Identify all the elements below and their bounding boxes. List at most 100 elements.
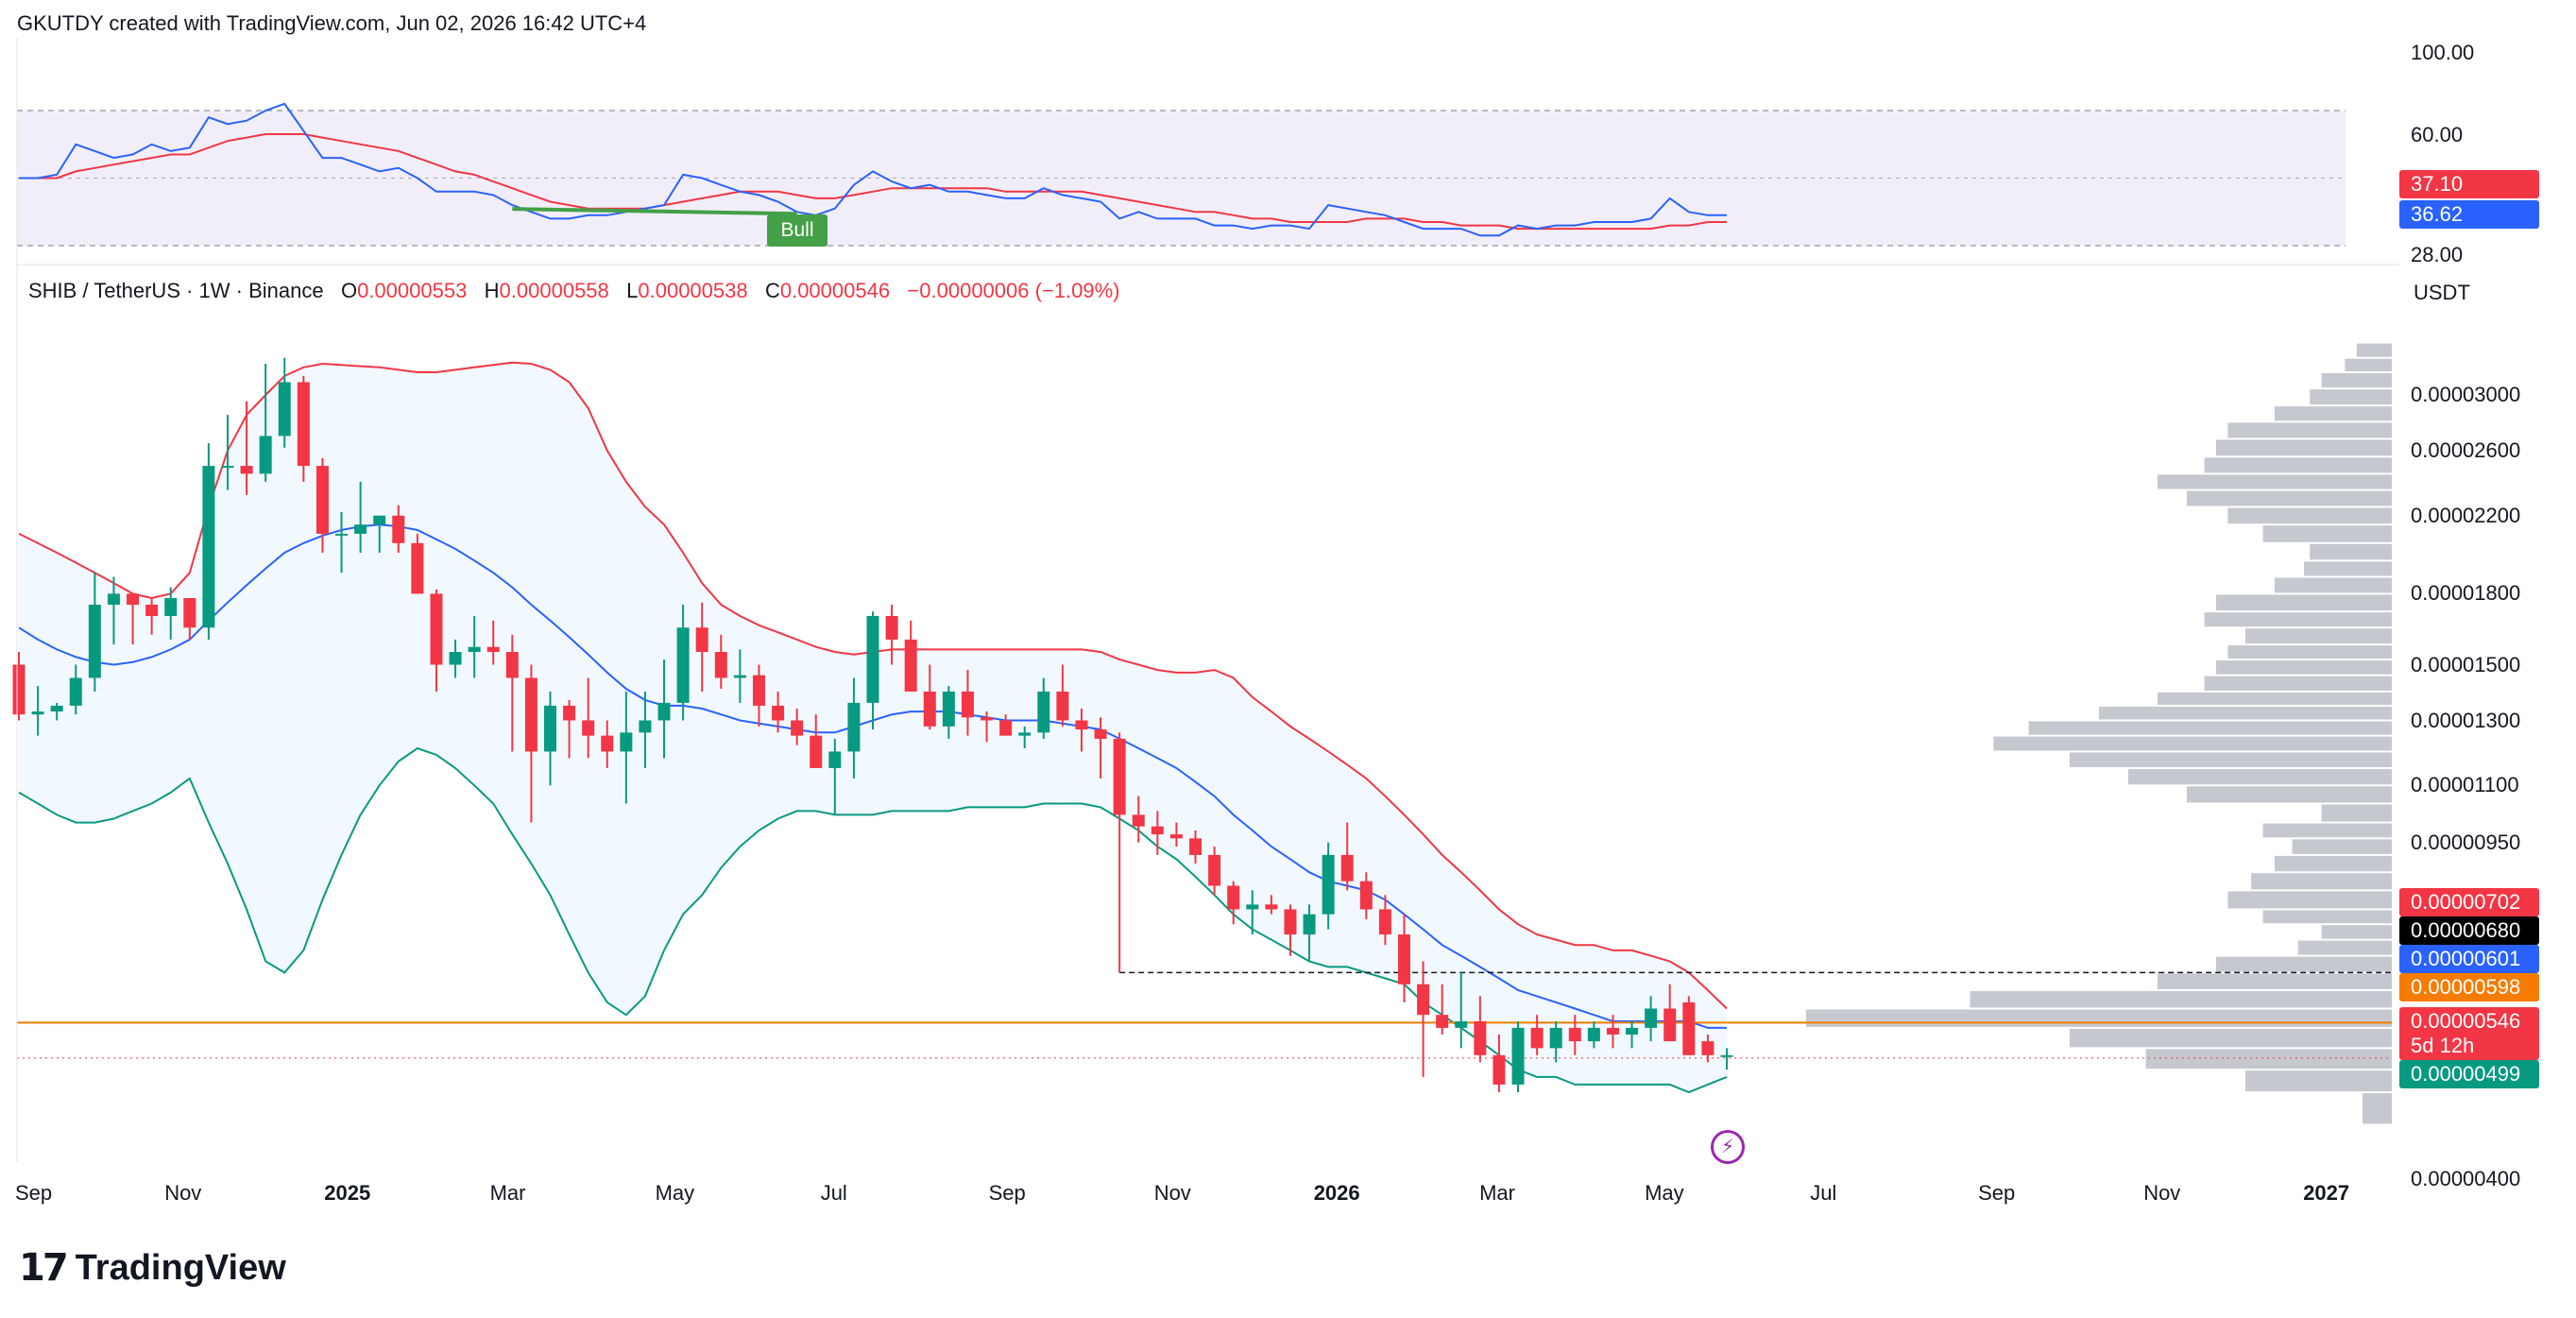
volume-profile-bar — [2275, 577, 2392, 593]
prior-level-tag: 0.00000680 — [2399, 916, 2539, 945]
volume-profile-bar — [2158, 692, 2392, 705]
symbol-legend[interactable]: SHIB / TetherUS · 1W · Binance O0.000005… — [28, 279, 1120, 303]
volume-profile-bar — [2310, 543, 2392, 560]
time-tick: Mar — [1479, 1181, 1515, 1205]
candle-body — [1018, 732, 1032, 736]
candle-body — [1246, 904, 1259, 910]
candle-body — [620, 732, 633, 752]
volume-profile-bar — [2363, 1093, 2392, 1124]
volume-profile-bar — [2028, 721, 2392, 735]
volume-profile — [1806, 343, 2392, 1124]
candle-body — [411, 542, 424, 594]
time-tick: 2027 — [2303, 1181, 2350, 1205]
candle-body — [1663, 1008, 1677, 1042]
time-tick: Nov — [2143, 1181, 2181, 1205]
volume-profile-bar — [2262, 823, 2392, 838]
candle-body — [127, 593, 140, 606]
candle-body — [1397, 934, 1410, 984]
volume-profile-bar — [2070, 1028, 2392, 1048]
candle-body — [1265, 904, 1278, 910]
candle-body — [1626, 1027, 1639, 1035]
price-tick: 0.00000400 — [2411, 1167, 2521, 1190]
tradingview-logo[interactable]: 17 TradingView — [19, 1246, 286, 1290]
candle-body — [1701, 1041, 1714, 1055]
open-value: 0.00000553 — [357, 279, 468, 302]
candle-body — [810, 735, 823, 768]
candle-body — [392, 515, 405, 543]
price-tick: 0.00002600 — [2411, 437, 2521, 462]
candle-body — [1417, 984, 1430, 1016]
rsi-tick-28: 28.00 — [2411, 243, 2464, 266]
volume-profile-bar — [2310, 389, 2392, 405]
volume-profile-bar — [2321, 804, 2392, 822]
candle-body — [88, 605, 101, 678]
price-unit[interactable]: USDT — [2414, 281, 2470, 304]
candle-body — [904, 639, 917, 692]
time-tick: Sep — [988, 1181, 1026, 1205]
candle-body — [335, 533, 349, 536]
candle-body — [468, 646, 481, 653]
candle-body — [981, 717, 994, 721]
volume-profile-bar — [2216, 594, 2392, 611]
volume-profile-bar — [2321, 372, 2392, 388]
volume-profile-bar — [2356, 343, 2392, 357]
tradingview-mark-icon: 17 — [19, 1246, 69, 1290]
price-tick: 0.00001300 — [2411, 708, 2521, 732]
candle-body — [221, 466, 234, 469]
volume-profile-bar — [2227, 422, 2392, 438]
low-label: L — [626, 279, 639, 302]
volume-profile-bar — [2275, 406, 2392, 421]
time-tick: Nov — [164, 1181, 202, 1205]
volume-profile-bar — [2227, 891, 2392, 909]
candle-body — [1303, 914, 1316, 935]
candle-body — [847, 702, 861, 752]
candle-body — [676, 627, 690, 703]
volume-profile-bar — [2145, 1049, 2392, 1070]
volume-profile-bar — [2216, 660, 2392, 675]
rsi-value-tag: 36.62 — [2399, 200, 2539, 229]
candle-body — [1359, 881, 1373, 910]
volume-profile-bar — [2070, 752, 2392, 767]
candle-body — [1568, 1027, 1581, 1042]
volume-profile-bar — [2297, 940, 2392, 955]
candles — [12, 357, 1733, 1093]
volume-profile-bar — [2251, 873, 2392, 890]
candle-body — [866, 615, 879, 703]
candle-body — [1720, 1054, 1733, 1057]
volume-profile-bar — [2099, 706, 2392, 720]
time-tick: Nov — [1153, 1181, 1191, 1205]
candle-body — [1208, 854, 1221, 886]
candle-body — [1113, 738, 1126, 815]
rsi-ma-tag: 37.10 — [2399, 170, 2539, 198]
rsi-panel — [17, 102, 2346, 247]
candle-body — [657, 702, 671, 721]
time-tick: May — [655, 1181, 695, 1205]
time-tick: Mar — [489, 1181, 526, 1205]
volume-profile-bar — [2204, 457, 2392, 473]
candle-body — [1530, 1027, 1544, 1049]
rsi-line — [19, 102, 1727, 237]
candle-body — [202, 466, 215, 628]
candle-body — [1075, 720, 1088, 730]
candle-body — [297, 382, 310, 467]
price-tick: 0.00001100 — [2411, 773, 2519, 797]
time-tick: Jul — [820, 1181, 847, 1205]
candle-body — [601, 735, 614, 752]
level-tag: 0.00000598 — [2399, 973, 2539, 1001]
close-label: C — [764, 279, 780, 302]
price-tick: 0.00002200 — [2411, 503, 2521, 527]
candle-body — [1645, 1008, 1658, 1028]
candle-body — [69, 677, 82, 706]
lightning-icon[interactable]: ⚡ — [1711, 1130, 1745, 1164]
low-value: 0.00000538 — [638, 279, 748, 302]
candle-body — [828, 751, 842, 768]
time-tick: Jul — [1810, 1181, 1837, 1205]
volume-profile-bar — [2227, 645, 2392, 659]
candle-body — [1511, 1027, 1525, 1085]
time-tick: 2025 — [324, 1181, 371, 1205]
candle-body — [1378, 909, 1391, 935]
volume-profile-bar — [2227, 507, 2392, 524]
volume-profile-bar — [2158, 973, 2392, 990]
candle-body — [1455, 1020, 1468, 1028]
candle-body — [942, 691, 955, 727]
